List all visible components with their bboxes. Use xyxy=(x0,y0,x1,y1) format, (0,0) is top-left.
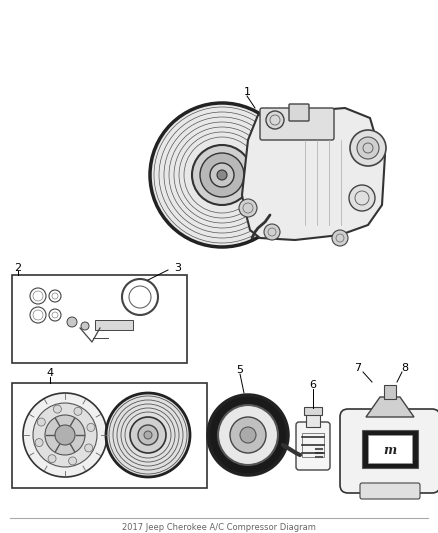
Circle shape xyxy=(264,224,280,240)
Circle shape xyxy=(192,145,252,205)
Circle shape xyxy=(35,439,43,447)
Text: 8: 8 xyxy=(402,363,409,373)
Circle shape xyxy=(217,170,227,180)
Text: 5: 5 xyxy=(237,365,244,375)
FancyBboxPatch shape xyxy=(260,108,334,140)
Circle shape xyxy=(48,455,56,463)
Text: 2: 2 xyxy=(14,263,21,273)
Circle shape xyxy=(349,185,375,211)
Text: 4: 4 xyxy=(46,368,53,378)
Text: m: m xyxy=(383,443,397,456)
Circle shape xyxy=(210,163,234,187)
Circle shape xyxy=(239,199,257,217)
Circle shape xyxy=(67,317,77,327)
Circle shape xyxy=(45,415,85,455)
Circle shape xyxy=(240,427,256,443)
Bar xyxy=(12,383,207,488)
Bar xyxy=(12,275,187,363)
Circle shape xyxy=(266,111,284,129)
FancyBboxPatch shape xyxy=(360,483,420,499)
Bar xyxy=(384,385,396,399)
Circle shape xyxy=(69,457,77,465)
FancyBboxPatch shape xyxy=(296,422,330,470)
Circle shape xyxy=(106,393,190,477)
Circle shape xyxy=(53,405,61,413)
Bar xyxy=(368,435,412,463)
Circle shape xyxy=(357,137,379,159)
Text: 3: 3 xyxy=(174,263,181,273)
Text: 6: 6 xyxy=(310,380,317,390)
Bar xyxy=(298,447,316,461)
Circle shape xyxy=(200,153,244,197)
Polygon shape xyxy=(242,108,385,240)
Text: 1: 1 xyxy=(244,87,251,97)
Bar xyxy=(362,430,418,468)
Bar xyxy=(306,413,320,427)
FancyBboxPatch shape xyxy=(340,409,438,493)
Circle shape xyxy=(85,444,93,452)
Bar xyxy=(302,433,324,457)
Polygon shape xyxy=(366,397,414,417)
Circle shape xyxy=(150,103,294,247)
Circle shape xyxy=(218,405,278,465)
Text: 2017 Jeep Cherokee A/C Compressor Diagram: 2017 Jeep Cherokee A/C Compressor Diagra… xyxy=(122,522,316,531)
Text: 7: 7 xyxy=(354,363,361,373)
Circle shape xyxy=(208,395,288,475)
Circle shape xyxy=(74,407,82,415)
Circle shape xyxy=(23,393,107,477)
Circle shape xyxy=(144,431,152,439)
Circle shape xyxy=(37,418,45,426)
Circle shape xyxy=(230,417,266,453)
Bar xyxy=(95,320,133,330)
Circle shape xyxy=(138,425,158,445)
Circle shape xyxy=(33,403,97,467)
Circle shape xyxy=(332,230,348,246)
Circle shape xyxy=(130,417,166,453)
Bar xyxy=(304,407,322,415)
Circle shape xyxy=(350,130,386,166)
Circle shape xyxy=(87,423,95,431)
Circle shape xyxy=(81,322,89,330)
FancyBboxPatch shape xyxy=(289,104,309,121)
Circle shape xyxy=(55,425,75,445)
